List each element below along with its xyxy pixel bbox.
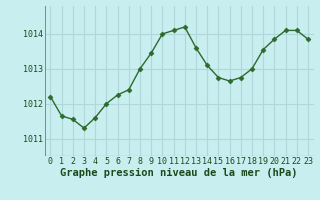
X-axis label: Graphe pression niveau de la mer (hPa): Graphe pression niveau de la mer (hPa) bbox=[60, 168, 298, 178]
